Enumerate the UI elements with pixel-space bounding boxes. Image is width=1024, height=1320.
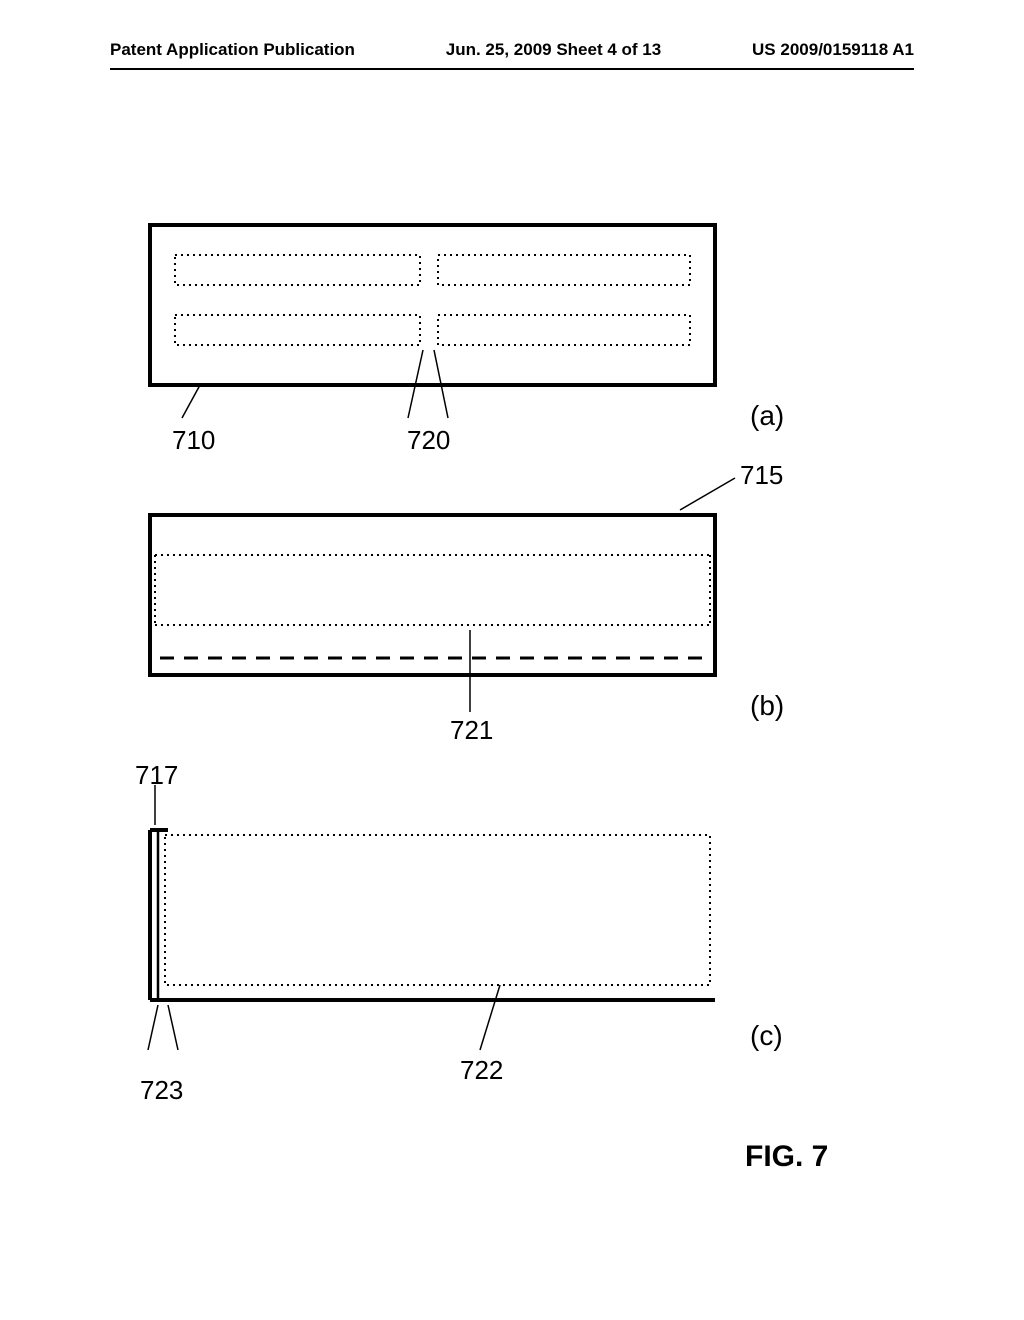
label-717: 717 xyxy=(135,760,178,791)
panel-label-a: (a) xyxy=(750,400,784,432)
label-715: 715 xyxy=(740,460,783,491)
figure-svg xyxy=(0,0,1024,1320)
panel-label-b: (b) xyxy=(750,690,784,722)
label-723: 723 xyxy=(140,1075,183,1106)
label-722: 722 xyxy=(460,1055,503,1086)
label-720: 720 xyxy=(407,425,450,456)
label-710: 710 xyxy=(172,425,215,456)
figure-caption: FIG. 7 xyxy=(745,1140,828,1174)
label-721: 721 xyxy=(450,715,493,746)
panel-label-c: (c) xyxy=(750,1020,783,1052)
